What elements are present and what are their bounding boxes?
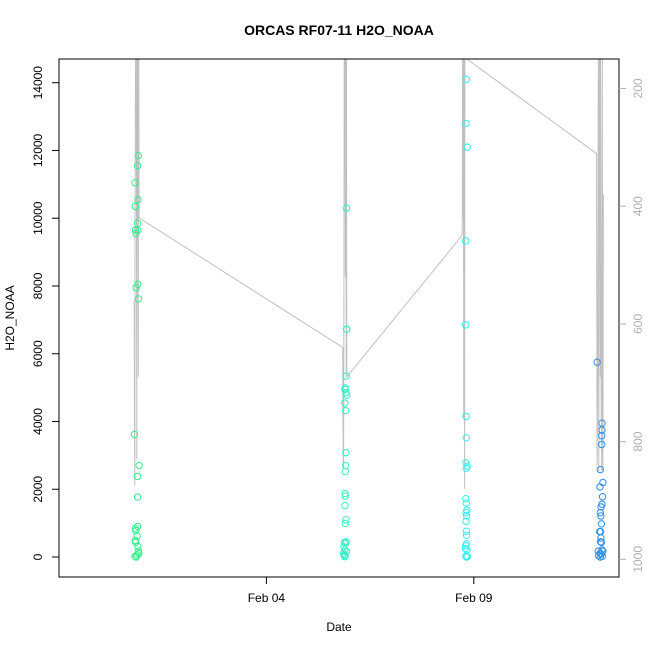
data-point: [133, 551, 141, 559]
y-tick-label: 8000: [31, 272, 45, 299]
data-point: [343, 391, 351, 399]
y-axis-label: H2O_NOAA: [3, 285, 17, 350]
data-point: [597, 503, 605, 511]
data-point: [597, 512, 605, 520]
x-axis: Feb 04 Feb 09: [248, 577, 493, 605]
data-point: [596, 508, 604, 517]
data-point: [341, 467, 349, 476]
data-point: [342, 372, 350, 380]
data-point: [598, 440, 606, 449]
data-point: [134, 295, 143, 303]
data-points: [130, 75, 607, 561]
y-tick-label: 4000: [31, 408, 45, 435]
y-axis: 0 2000 4000 6000 8000 10000 12000 14000: [31, 66, 59, 560]
data-point: [596, 483, 604, 491]
pressure-trace-line: [133, 58, 604, 489]
data-point: [341, 384, 349, 392]
data-point: [133, 493, 142, 501]
data-point: [594, 551, 603, 560]
data-point: [462, 517, 470, 526]
data-point: [463, 546, 471, 554]
data-point: [463, 462, 471, 470]
data-point: [462, 531, 471, 539]
data-point: [462, 412, 470, 421]
data-point: [462, 75, 470, 84]
data-point: [134, 151, 142, 160]
data-point: [341, 399, 349, 407]
y-tick-label: 2000: [31, 476, 45, 503]
data-point: [341, 492, 349, 500]
data-point: [133, 162, 142, 170]
data-point: [463, 143, 471, 151]
data-point: [133, 522, 142, 531]
data-point: [130, 430, 139, 439]
data-point: [596, 538, 605, 546]
y-axis-right: 200 400 600 800 1000: [619, 78, 645, 573]
y-tick-label: 10000: [31, 201, 45, 235]
data-point: [131, 552, 139, 560]
x-axis-label: Date: [326, 620, 352, 634]
data-point: [597, 538, 606, 547]
data-point: [462, 459, 470, 467]
data-point: [134, 547, 143, 555]
data-point: [462, 434, 470, 442]
data-point: [598, 426, 606, 434]
data-point: [133, 219, 142, 228]
data-point: [341, 519, 349, 528]
y-tick-label: 14000: [31, 66, 45, 100]
data-point: [462, 119, 470, 128]
data-point: [131, 538, 140, 547]
data-point: [462, 321, 470, 329]
data-point: [596, 553, 604, 561]
data-point: [131, 226, 140, 234]
data-point: [598, 493, 607, 501]
data-point: [342, 449, 350, 457]
data-point: [131, 202, 140, 211]
y-right-tick-label: 200: [631, 78, 645, 98]
data-point: [463, 506, 471, 514]
data-point: [132, 526, 140, 535]
data-point: [462, 237, 470, 245]
data-point: [134, 195, 142, 204]
x-tick-label: Feb 04: [248, 591, 286, 605]
data-point: [341, 501, 349, 510]
data-point: [596, 465, 604, 474]
data-point: [462, 527, 470, 535]
data-point: [133, 472, 142, 481]
data-point: [461, 544, 470, 553]
data-point: [463, 553, 471, 561]
chart-title: ORCAS RF07-11 H2O_NOAA: [244, 22, 434, 38]
data-point: [462, 512, 471, 520]
y-tick-label: 6000: [31, 340, 45, 367]
x-tick-label: Feb 09: [455, 591, 493, 605]
data-point: [597, 534, 605, 542]
data-point: [598, 432, 606, 440]
y-right-tick-label: 400: [631, 196, 645, 216]
y-right-tick-label: 800: [631, 431, 645, 451]
plot-frame: [58, 58, 620, 578]
y-tick-label: 0: [31, 553, 45, 560]
data-point: [341, 489, 349, 498]
pressure-trace: [133, 58, 604, 489]
data-point: [132, 284, 140, 292]
data-point: [135, 461, 143, 470]
data-point: [342, 516, 350, 524]
y-right-tick-label: 1000: [631, 546, 645, 573]
data-point: [593, 358, 601, 366]
data-point: [134, 542, 142, 551]
data-point: [342, 204, 351, 212]
data-point: [134, 280, 142, 288]
y-right-tick-label: 600: [631, 314, 645, 334]
y-tick-label: 12000: [31, 133, 45, 167]
data-point: [343, 325, 351, 333]
data-point: [341, 553, 349, 561]
data-point: [341, 406, 350, 415]
data-point: [462, 499, 470, 507]
data-point: [597, 520, 606, 528]
data-point: [131, 179, 139, 187]
data-point: [462, 495, 470, 503]
